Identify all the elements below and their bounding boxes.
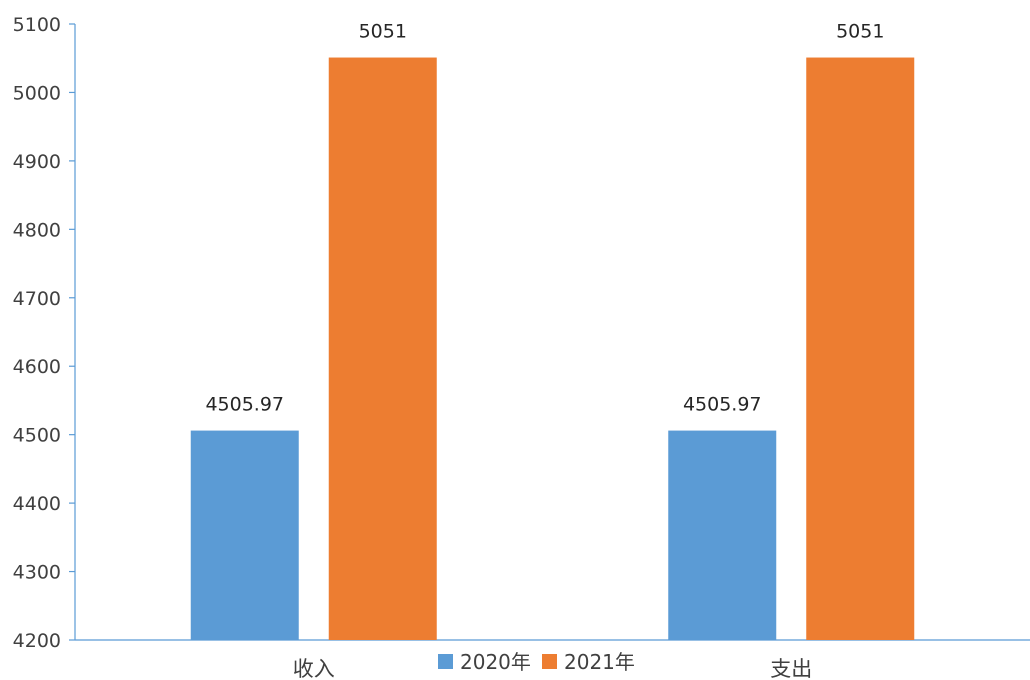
y-tick-label: 4400: [13, 493, 61, 515]
data-labels: 4505.97 5051 4505.97 5051: [205, 21, 884, 416]
y-tick-label: 5000: [13, 82, 61, 104]
bar-1-1: [190, 430, 299, 640]
y-tick-label: 4800: [13, 219, 61, 241]
bars: [190, 57, 915, 640]
x-category-label: 支出: [770, 657, 812, 680]
data-label: 4505.97: [683, 394, 762, 416]
legend-label: 2020年: [460, 650, 531, 674]
y-tick-label: 4700: [13, 288, 61, 310]
y-tick-label: 4500: [13, 425, 61, 447]
y-tick-label: 4600: [13, 356, 61, 378]
legend-swatch: [438, 654, 453, 669]
legend: 2020年 2021年: [438, 650, 635, 674]
x-category-label: 收入: [293, 657, 335, 680]
legend-label: 2021年: [564, 650, 635, 674]
y-tick-label: 4300: [13, 562, 61, 584]
legend-swatch: [542, 654, 557, 669]
data-label: 5051: [359, 21, 407, 43]
y-axis: 4200 4300 4400 4500 4600 4700 4800 4900 5000 5100: [13, 14, 76, 652]
y-tick-label: 4200: [13, 630, 61, 652]
y-tick-label: 5100: [13, 14, 61, 36]
bar-1-2: [668, 430, 777, 640]
bar-2-1: [328, 57, 437, 640]
y-tick-label: 4900: [13, 151, 61, 173]
data-label: 5051: [836, 21, 884, 43]
bar-2-2: [806, 57, 915, 640]
data-label: 4505.97: [205, 394, 284, 416]
